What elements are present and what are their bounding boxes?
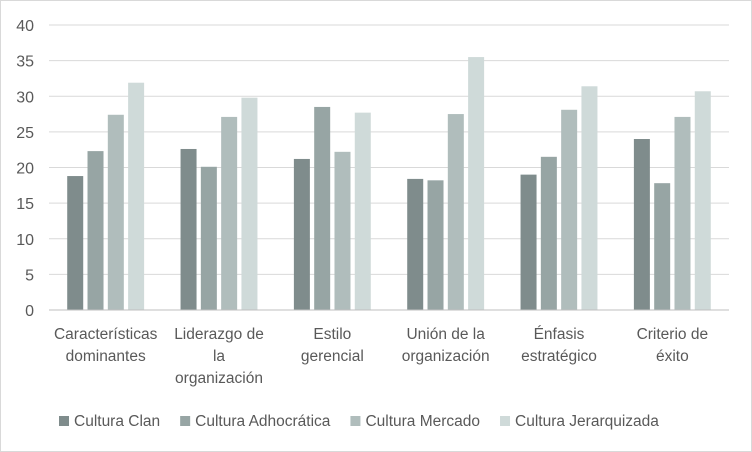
bar bbox=[520, 174, 537, 310]
bar bbox=[581, 86, 598, 311]
y-tick-label: 35 bbox=[16, 54, 34, 71]
x-category-label-line: dominantes bbox=[66, 348, 146, 365]
bar bbox=[447, 114, 464, 310]
y-tick-label: 0 bbox=[25, 303, 34, 320]
x-category-label: Criterio de éxito bbox=[637, 326, 709, 365]
x-category-label-line: Criterio de bbox=[637, 326, 709, 343]
legend-label: Cultura Jerarquizada bbox=[515, 413, 659, 430]
x-category-label-line: Unión de la bbox=[406, 326, 485, 343]
x-category-label: Características dominantes bbox=[54, 326, 158, 365]
bar bbox=[314, 106, 331, 310]
legend-label: Cultura Clan bbox=[74, 413, 160, 430]
bar bbox=[128, 82, 145, 311]
bar bbox=[694, 91, 711, 310]
legend-label: Cultura Adhocrática bbox=[195, 413, 331, 430]
x-category-label-line: Énfasis bbox=[534, 326, 585, 343]
bar bbox=[633, 139, 650, 310]
legend: Cultura Clan Cultura Adhocrática Cultura M… bbox=[59, 413, 659, 430]
x-category-label: Énfasis estratégico bbox=[521, 326, 597, 365]
x-category-label-line: Características bbox=[54, 326, 158, 343]
bar bbox=[407, 178, 424, 310]
legend-item: Cultura Mercado bbox=[350, 413, 480, 430]
y-tick-label: 40 bbox=[16, 18, 34, 35]
x-category-label-line: Liderazgo de bbox=[174, 326, 264, 343]
bar bbox=[334, 151, 351, 310]
bar bbox=[221, 116, 238, 310]
x-category-label-line: Estilo bbox=[313, 326, 351, 343]
bar bbox=[87, 151, 104, 310]
bar bbox=[654, 183, 671, 310]
x-category-label-line: gerencial bbox=[301, 348, 364, 365]
y-tick-label: 5 bbox=[25, 267, 34, 284]
bar bbox=[293, 158, 310, 310]
bar bbox=[180, 148, 197, 310]
x-category-label: Liderazgo de la organización bbox=[174, 326, 264, 387]
y-tick-label: 20 bbox=[16, 161, 34, 178]
gridlines bbox=[49, 24, 729, 275]
legend-item: Cultura Clan bbox=[59, 413, 160, 430]
legend-swatch bbox=[59, 416, 69, 426]
bar bbox=[200, 166, 217, 310]
bars bbox=[67, 57, 711, 311]
y-tick-label: 10 bbox=[16, 232, 34, 249]
bar bbox=[674, 116, 691, 310]
bar bbox=[241, 97, 258, 310]
bar bbox=[67, 176, 84, 310]
x-category-label-line: organización bbox=[402, 348, 490, 365]
x-category-label: Unión de la organización bbox=[402, 326, 490, 365]
x-category-label-line: organización bbox=[175, 370, 263, 387]
y-tick-label: 15 bbox=[16, 196, 34, 213]
legend-swatch bbox=[350, 416, 361, 426]
bar bbox=[427, 180, 444, 310]
category-labels: Características dominantes Liderazgo de la o… bbox=[54, 326, 708, 387]
y-axis-ticks: 0 5 10 15 20 25 30 35 40 bbox=[16, 18, 34, 320]
y-tick-label: 30 bbox=[16, 89, 34, 106]
x-category-label-line: estratégico bbox=[521, 348, 597, 365]
bar bbox=[468, 57, 485, 310]
bar bbox=[540, 156, 557, 310]
bar bbox=[561, 109, 578, 310]
legend-swatch bbox=[180, 416, 191, 426]
legend-item: Cultura Jerarquizada bbox=[500, 413, 659, 430]
x-category-label: Estilo gerencial bbox=[301, 326, 364, 365]
legend-label: Cultura Mercado bbox=[365, 413, 480, 430]
legend-item: Cultura Adhocrática bbox=[180, 413, 331, 430]
legend-swatch bbox=[500, 416, 511, 426]
x-category-label-line: éxito bbox=[656, 348, 689, 365]
x-category-label-line: la bbox=[213, 348, 225, 365]
bar bbox=[354, 112, 371, 310]
bar bbox=[107, 114, 124, 311]
y-tick-label: 25 bbox=[16, 125, 34, 142]
